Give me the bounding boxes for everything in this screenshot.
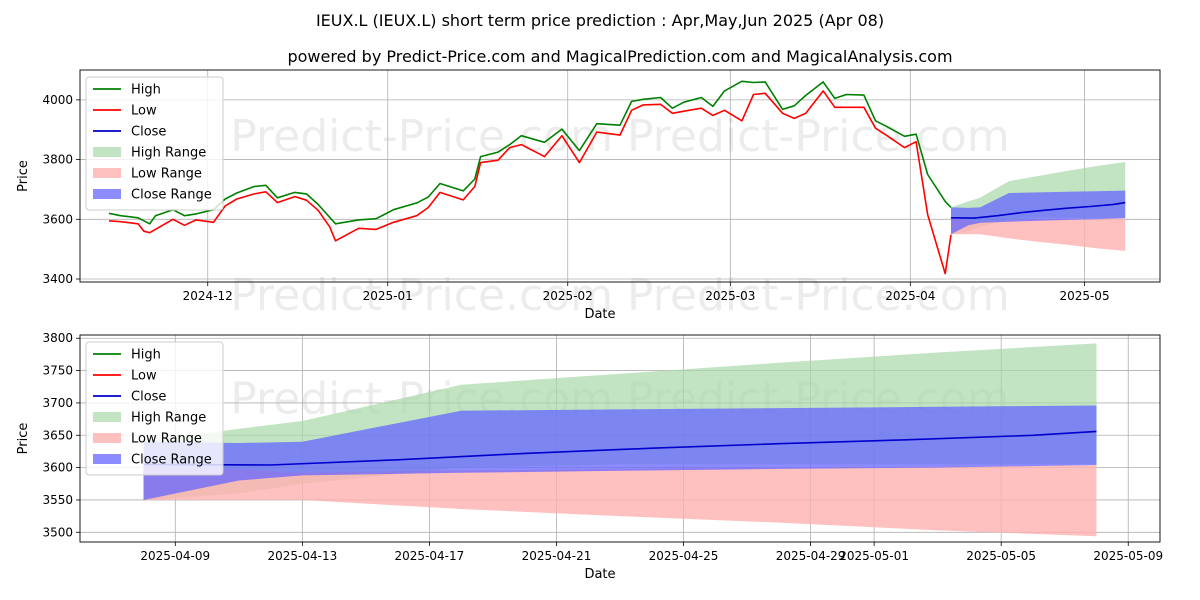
legend-label-high: High <box>131 83 161 98</box>
plot-area <box>143 343 1097 537</box>
plot-frame <box>79 69 1161 283</box>
x-axis-label: Date <box>584 567 615 582</box>
close-range-band <box>951 190 1126 235</box>
x-tick-label: 2025-05 <box>1059 289 1109 303</box>
legend-label-high-range: High Range <box>131 146 206 161</box>
x-tick-label: 2025-05-01 <box>839 549 909 563</box>
legend-swatch-low-range <box>93 168 121 178</box>
legend-label-high: High <box>131 348 161 363</box>
watermark-text: Predict-Price.com Predict-Price.com <box>230 111 1009 162</box>
y-tick-label: 3700 <box>42 396 73 410</box>
x-tick-label: 2025-04-21 <box>522 549 592 563</box>
x-axis-label: Date <box>584 307 615 322</box>
watermark-text: Predict-Price.com Predict-Price.com <box>230 270 1009 321</box>
x-tick-label: 2025-04-13 <box>267 549 337 563</box>
lower-panel: Predict-Price.com Predict-Price.com2025-… <box>16 331 1163 582</box>
x-tick-label: 2025-05-05 <box>966 549 1036 563</box>
legend-label-close: Close <box>131 125 166 140</box>
close-series-line <box>950 201 1126 219</box>
plot-frame <box>79 334 1161 543</box>
x-tick-label: 2025-02 <box>543 289 593 303</box>
low-series-line <box>108 90 952 275</box>
legend-label-close: Close <box>131 390 166 405</box>
x-tick-label: 2025-03 <box>705 289 755 303</box>
upper-panel: Predict-Price.com Predict-Price.com Predi… <box>16 69 1161 322</box>
high-series-line <box>108 80 952 225</box>
chart-title: IEUX.L (IEUX.L) short term price predict… <box>316 11 884 30</box>
y-tick-label: 3600 <box>42 212 73 226</box>
y-tick-label: 3550 <box>42 493 73 507</box>
legend-label-close-range: Close Range <box>131 453 212 468</box>
x-tick-label: 2025-04 <box>885 289 935 303</box>
y-axis-label: Price <box>16 423 31 455</box>
close-series-line <box>143 430 1097 466</box>
legend-swatch-low-range <box>93 433 121 443</box>
y-tick-label: 3800 <box>42 331 73 345</box>
y-axis-label: Price <box>16 160 31 192</box>
x-tick-label: 2025-01 <box>363 289 413 303</box>
y-tick-label: 3800 <box>42 153 73 167</box>
x-tick-label: 2024-12 <box>183 289 233 303</box>
legend-swatch-close-range <box>93 454 121 464</box>
close-range-band <box>143 405 1097 500</box>
y-tick-label: 3600 <box>42 461 73 475</box>
x-tick-label: 2025-05-09 <box>1093 549 1163 563</box>
low-range-band <box>143 464 1097 537</box>
legend-swatch-close-range <box>93 189 121 199</box>
x-tick-label: 2025-04-17 <box>395 549 465 563</box>
legend-label-close-range: Close Range <box>131 188 212 203</box>
chart-subtitle: powered by Predict-Price.com and Magical… <box>287 47 952 66</box>
y-tick-label: 4000 <box>42 93 73 107</box>
x-tick-label: 2025-04-09 <box>140 549 210 563</box>
low-range-band <box>951 217 1126 251</box>
legend-swatch-high-range <box>93 412 121 422</box>
x-tick-label: 2025-04-29 <box>776 549 846 563</box>
legend-label-low: Low <box>131 104 157 119</box>
plot-area <box>108 80 1126 275</box>
legend-swatch-high-range <box>93 147 121 157</box>
y-tick-label: 3650 <box>42 428 73 442</box>
x-tick-label: 2025-04-25 <box>649 549 719 563</box>
legend-label-low: Low <box>131 369 157 384</box>
y-tick-label: 3750 <box>42 364 73 378</box>
y-tick-label: 3400 <box>42 272 73 286</box>
legend-label-low-range: Low Range <box>131 167 202 182</box>
legend-label-low-range: Low Range <box>131 432 202 447</box>
legend-label-high-range: High Range <box>131 411 206 426</box>
y-tick-label: 3500 <box>42 525 73 539</box>
